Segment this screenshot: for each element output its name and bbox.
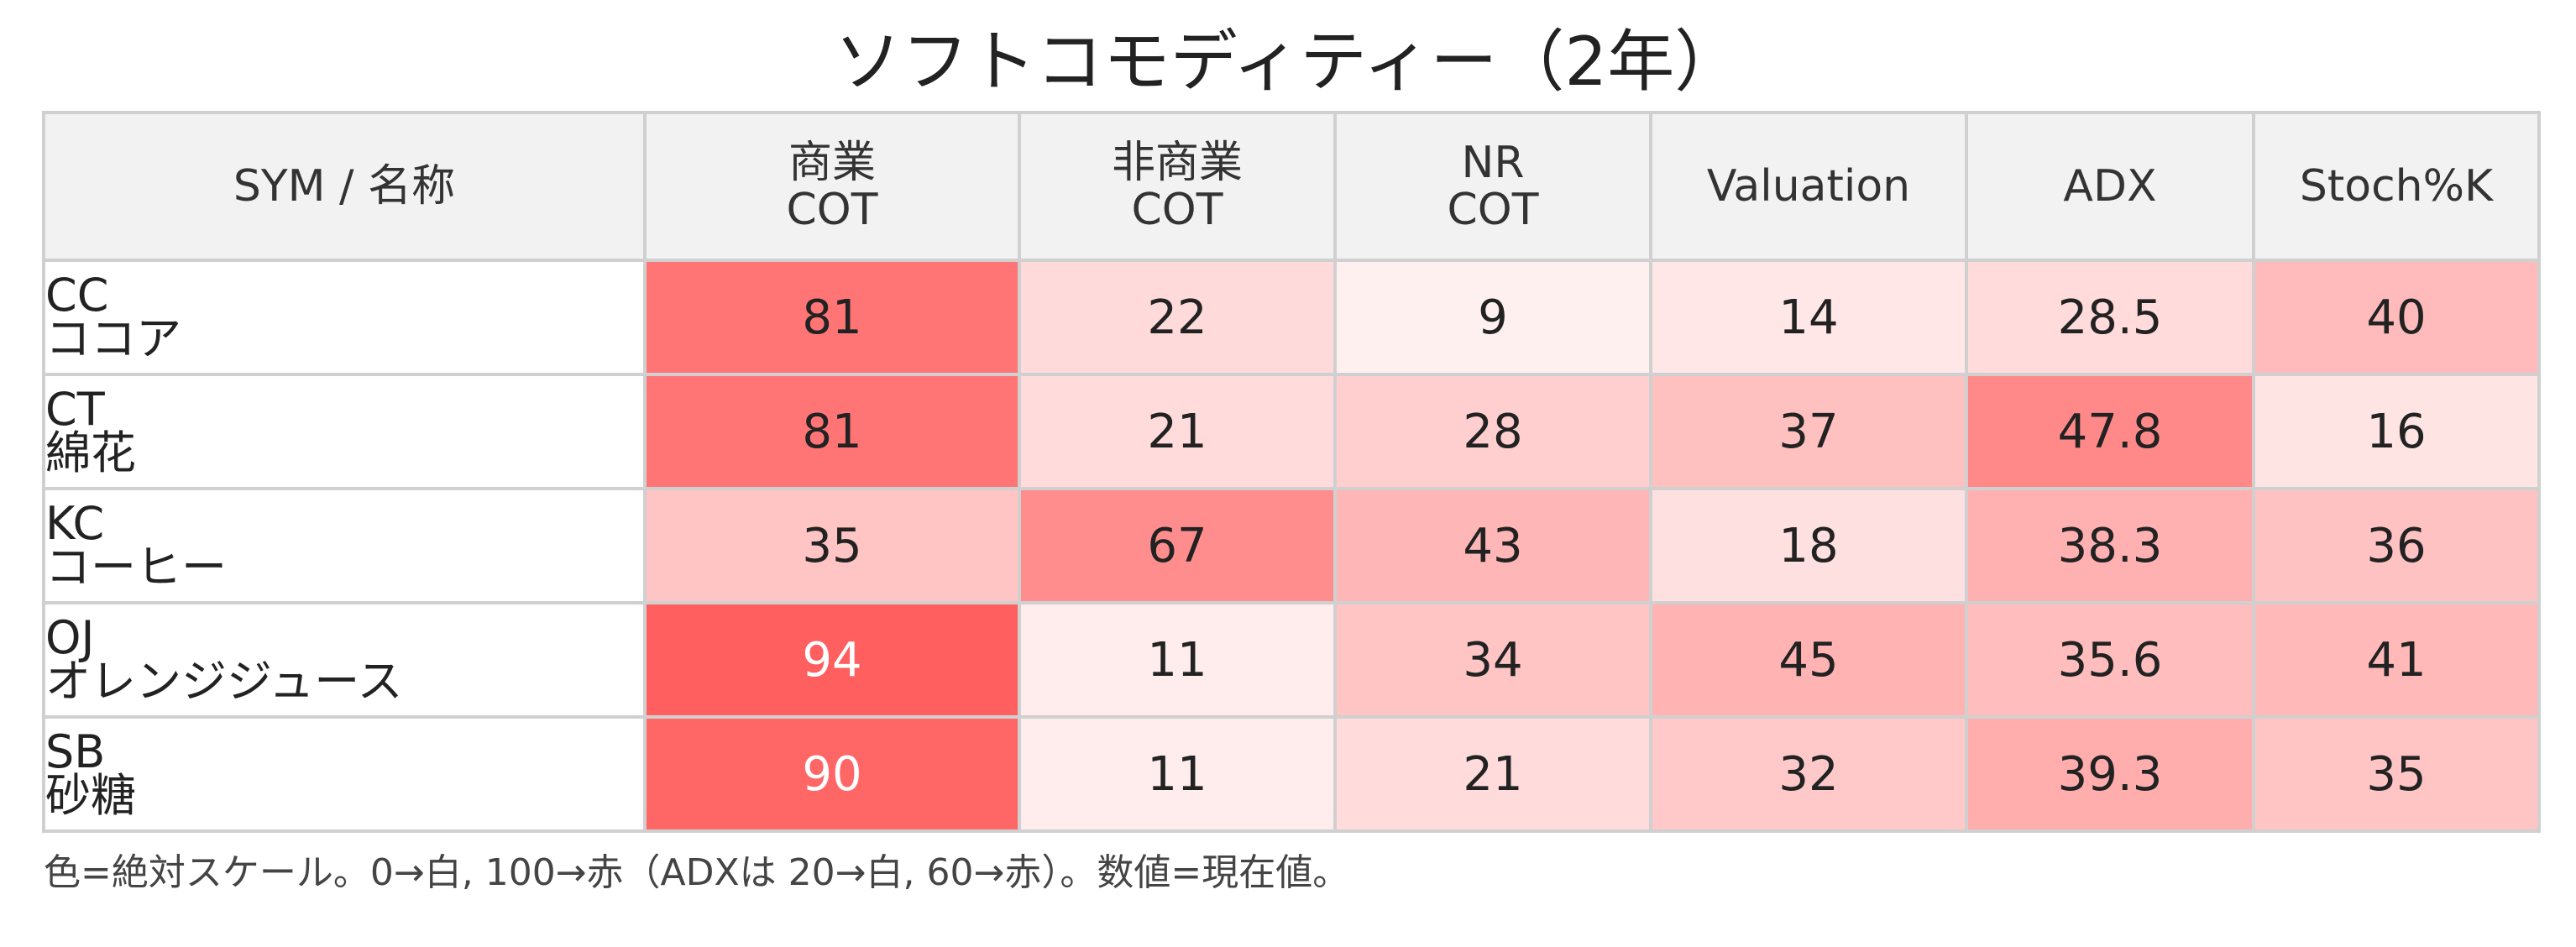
heatmap-cell: 81 [643, 373, 1021, 490]
column-header: SYM / 名称 [42, 111, 647, 262]
heatmap-table: SYM / 名称 商業 COT 非商業 COT NR COT Valuation ADX Stoc… [42, 111, 2541, 833]
row-name: オレンジジュース [45, 655, 403, 708]
heatmap-cell: 11 [1018, 715, 1337, 833]
row-label: SB 砂糖 [42, 715, 647, 833]
row-name: ココア [45, 312, 181, 365]
heatmap-cell: 35.6 [1965, 601, 2255, 719]
row-symbol: CC [45, 269, 109, 322]
heatmap-cell: 35 [643, 487, 1021, 604]
heatmap-cell: 21 [1333, 715, 1652, 833]
heatmap-cell: 11 [1018, 601, 1337, 719]
heatmap-cell: 21 [1018, 373, 1337, 490]
table-row: OJ オレンジジュース 94 11 34 45 35.6 41 [42, 601, 2541, 719]
header-row: SYM / 名称 商業 COT 非商業 COT NR COT Valuation ADX Stoc… [42, 111, 2541, 262]
row-name: コーヒー [45, 541, 227, 594]
chart-title: ソフトコモディティー（2年） [834, 23, 1742, 101]
heatmap-cell: 43 [1333, 487, 1652, 604]
column-header-line: NR [1461, 138, 1525, 188]
heatmap-cell: 67 [1018, 487, 1337, 604]
heatmap-cell: 22 [1018, 259, 1337, 376]
column-header: ADX [1965, 111, 2255, 262]
heatmap-cell: 14 [1649, 259, 1968, 376]
column-header: Stoch%K [2252, 111, 2541, 262]
heatmap-cell: 94 [643, 601, 1021, 719]
column-header-line: ADX [2063, 161, 2157, 212]
row-symbol: SB [45, 725, 106, 778]
row-name: 綿花 [45, 426, 136, 479]
heatmap-cell: 28 [1333, 373, 1652, 490]
column-header-line: SYM / 名称 [233, 161, 456, 212]
row-label: OJ オレンジジュース [42, 601, 647, 719]
column-header-line: 商業 [788, 138, 876, 188]
row-symbol: CT [45, 383, 105, 436]
column-header-line: 非商業 [1111, 138, 1243, 188]
row-symbol: OJ [45, 611, 95, 664]
row-name: 砂糖 [45, 769, 136, 822]
heatmap-cell: 28.5 [1965, 259, 2255, 376]
heatmap-cell: 47.8 [1965, 373, 2255, 490]
column-header: NR COT [1333, 111, 1652, 262]
column-header: 非商業 COT [1018, 111, 1337, 262]
heatmap-cell: 18 [1649, 487, 1968, 604]
heatmap-cell: 90 [643, 715, 1021, 833]
column-header-line: COT [1131, 185, 1223, 235]
heatmap-cell: 36 [2252, 487, 2541, 604]
heatmap-cell: 39.3 [1965, 715, 2255, 833]
heatmap-cell: 45 [1649, 601, 1968, 719]
heatmap-cell: 37 [1649, 373, 1968, 490]
heatmap-cell: 35 [2252, 715, 2541, 833]
column-header: Valuation [1649, 111, 1968, 262]
heatmap-cell: 16 [2252, 373, 2541, 490]
table-body: CC ココア 81 22 9 14 28.5 40 CT 綿花 81 21 28 37 47.8 16 KC コー… [42, 259, 2541, 833]
table-row: SB 砂糖 90 11 21 32 39.3 35 [42, 715, 2541, 833]
table-row: CC ココア 81 22 9 14 28.5 40 [42, 259, 2541, 376]
column-header-line: COT [786, 185, 878, 235]
row-label: CT 綿花 [42, 373, 647, 490]
heatmap-cell: 34 [1333, 601, 1652, 719]
row-symbol: KC [45, 497, 105, 550]
table-row: CT 綿花 81 21 28 37 47.8 16 [42, 373, 2541, 490]
heatmap-cell: 9 [1333, 259, 1652, 376]
heatmap-cell: 81 [643, 259, 1021, 376]
footnote: 色=絶対スケール。0→白, 100→赤（ADXは 20→白, 60→赤）。数値=… [44, 851, 1350, 894]
table-row: KC コーヒー 35 67 43 18 38.3 36 [42, 487, 2541, 604]
row-label: KC コーヒー [42, 487, 647, 604]
column-header: 商業 COT [643, 111, 1021, 262]
heatmap-cell: 41 [2252, 601, 2541, 719]
column-header-line: Valuation [1706, 161, 1911, 212]
row-label: CC ココア [42, 259, 647, 376]
column-header-line: COT [1447, 185, 1539, 235]
heatmap-cell: 38.3 [1965, 487, 2255, 604]
heatmap-cell: 40 [2252, 259, 2541, 376]
column-header-line: Stoch%K [2299, 161, 2494, 212]
heatmap-cell: 32 [1649, 715, 1968, 833]
